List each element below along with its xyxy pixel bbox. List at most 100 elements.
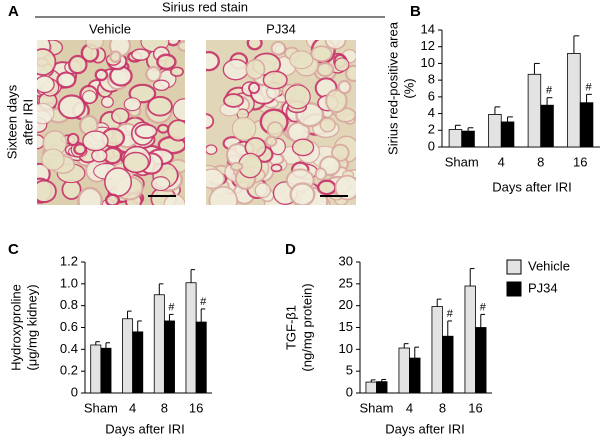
tubule [82, 130, 109, 152]
tubule [177, 40, 185, 52]
tubule [310, 45, 333, 63]
y-tick-label: 20 [339, 297, 353, 312]
annotation: # [447, 308, 454, 320]
panel-label: B [410, 3, 421, 20]
bar [100, 347, 112, 394]
bar [195, 321, 207, 394]
x-tick-label: 8 [537, 154, 544, 169]
y-tick-label: 30 [339, 253, 353, 268]
tubule [167, 119, 185, 142]
tubule [131, 48, 150, 61]
y-tick-label: 6 [428, 88, 435, 103]
bar [431, 306, 443, 394]
bar [579, 102, 594, 148]
y-label: Sirius red-positive area (%) [385, 21, 416, 155]
annotation: # [586, 81, 593, 93]
micrograph [206, 40, 356, 205]
x-tick-label: 8 [161, 400, 168, 415]
tubule [289, 182, 316, 205]
bar [185, 282, 197, 394]
tubule [37, 179, 57, 204]
tubule [246, 40, 263, 51]
tubule [94, 68, 109, 82]
tubule [284, 84, 311, 110]
annotation: # [200, 296, 207, 308]
tubule [248, 81, 261, 94]
tubule [231, 116, 257, 141]
y-label-line: Sirius red-positive area [385, 21, 400, 155]
tubule [145, 65, 162, 83]
tubule [334, 57, 350, 72]
x-tick-label: 4 [406, 400, 413, 415]
tubule [245, 58, 266, 80]
x-tick-label: Sham [445, 154, 479, 169]
tubule [325, 88, 348, 114]
legend-label: Vehicle [528, 258, 570, 273]
x-tick-label: 16 [573, 154, 587, 169]
bar [122, 318, 134, 394]
bar [540, 104, 554, 148]
column-label: PJ34 [266, 21, 296, 36]
x-tick-label: Sham [360, 400, 394, 415]
tubule [37, 102, 55, 125]
tubule [270, 163, 283, 173]
tubule [223, 93, 244, 108]
tubule [57, 94, 86, 120]
y-tick-label: 0.8 [60, 297, 78, 312]
y-tick-label: 0 [346, 384, 353, 399]
tubule [104, 193, 121, 205]
tubule [316, 61, 335, 78]
panel-label: A [8, 3, 19, 20]
tubule [122, 151, 150, 174]
tubule [316, 179, 337, 196]
y-tick-label: 8 [428, 72, 435, 87]
y-tick-label: 25 [339, 275, 353, 290]
tubule [266, 121, 284, 139]
tubule [85, 40, 104, 50]
x-label: Days after IRI [105, 421, 184, 436]
x-tick-label: 16 [189, 400, 203, 415]
y-tick-label: 15 [339, 319, 353, 334]
column-label: Vehicle [89, 21, 131, 36]
tubule [77, 186, 103, 205]
y-tick-label: 12 [421, 38, 435, 53]
tubule [291, 138, 315, 157]
y-label-line: (ng/mg protein) [299, 283, 314, 371]
tubule [337, 79, 352, 95]
bar [153, 294, 165, 394]
tubule [68, 54, 88, 75]
tubule [152, 79, 170, 91]
y-tick-label: 0.6 [60, 319, 78, 334]
bar [163, 320, 175, 394]
bar [464, 285, 476, 394]
annotation: # [546, 85, 553, 97]
row-label: after IRI [20, 99, 35, 145]
micrograph [37, 40, 185, 205]
tubule [37, 48, 57, 76]
bar [567, 53, 581, 148]
x-tick-label: Sham [84, 400, 118, 415]
bar [475, 327, 487, 394]
y-tick-label: 5 [346, 363, 353, 378]
tubule [91, 148, 108, 163]
x-tick-label: 4 [129, 400, 136, 415]
y-tick-label: 1.0 [60, 275, 78, 290]
y-label-line: TGF-β1 [283, 305, 298, 350]
tubule [156, 53, 177, 71]
tubule [104, 167, 133, 197]
tubule [172, 98, 185, 122]
tubule [169, 66, 185, 77]
tubule [319, 117, 336, 133]
tubule [109, 50, 122, 63]
legend-swatch [506, 259, 522, 275]
tubule [66, 132, 80, 146]
tubule [334, 174, 356, 201]
y-tick-label: 0 [71, 384, 78, 399]
row-label: Sixteen days [4, 84, 19, 159]
tubule [147, 96, 173, 117]
bar [448, 129, 463, 148]
y-tick-label: 0.4 [60, 341, 78, 356]
tubule [206, 50, 220, 72]
tubule [206, 144, 218, 155]
